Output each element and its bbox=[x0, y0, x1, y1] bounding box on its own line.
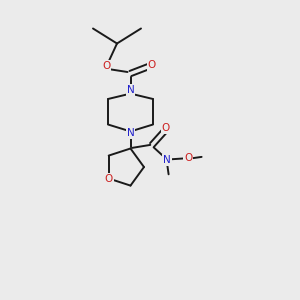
Text: N: N bbox=[163, 155, 171, 165]
Text: O: O bbox=[105, 173, 113, 184]
Text: O: O bbox=[102, 61, 111, 71]
Text: O: O bbox=[147, 60, 156, 70]
Text: O: O bbox=[161, 123, 170, 134]
Text: N: N bbox=[127, 85, 134, 95]
Text: N: N bbox=[127, 128, 134, 139]
Text: O: O bbox=[184, 153, 192, 164]
